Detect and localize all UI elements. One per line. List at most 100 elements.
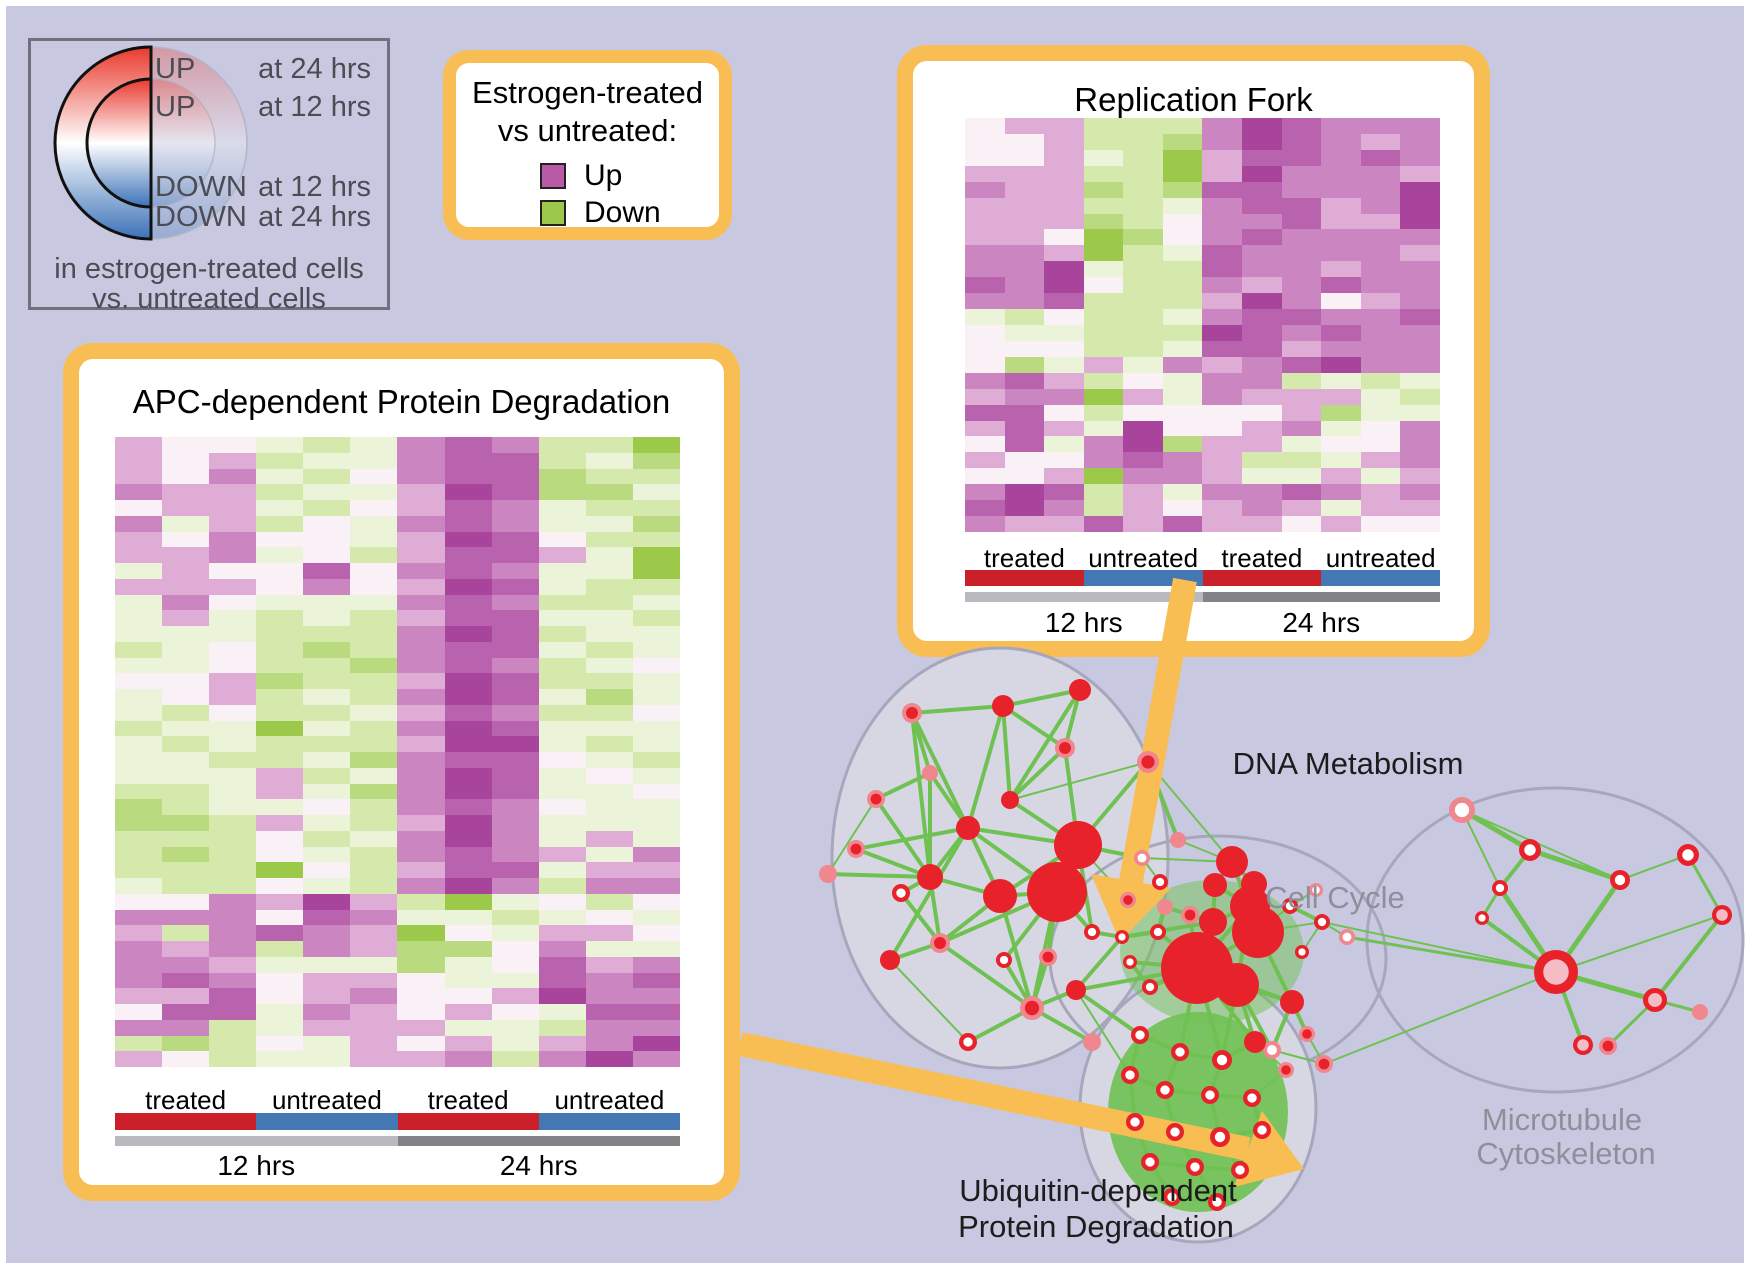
- heatmap-cell: [538, 594, 586, 611]
- heatmap-cell: [965, 309, 1005, 325]
- heatmap-cell: [1123, 118, 1163, 134]
- heatmap-cell: [350, 515, 398, 532]
- heatmap-cell: [491, 689, 539, 705]
- apc-time-labels: 12 hrs 24 hrs: [115, 1150, 680, 1182]
- heatmap-cell: [256, 1019, 304, 1036]
- heatmap-cell: [1044, 324, 1084, 341]
- heatmap-cell: [1202, 340, 1243, 357]
- heatmap-cell: [1321, 404, 1361, 421]
- heatmap-cell: [1281, 245, 1322, 262]
- heatmap-cell: [303, 752, 351, 768]
- heatmap-cell: [256, 673, 304, 689]
- heatmap-cell: [1123, 277, 1163, 294]
- heatmap-cell: [1004, 468, 1045, 485]
- heatmap-cell: [1360, 118, 1401, 134]
- heatmap-cell: [397, 799, 445, 815]
- heatmap-cell: [585, 846, 633, 863]
- heatmap-cell: [538, 783, 586, 800]
- heatmap-cell: [162, 736, 210, 752]
- updown-legend-box: Estrogen-treated vs untreated: Up Down: [443, 50, 732, 240]
- heatmap-cell: [491, 956, 539, 973]
- heatmap-cell: [162, 925, 210, 941]
- heatmap-cell: [115, 610, 163, 626]
- heatmap-cell: [1400, 261, 1440, 278]
- heatmap-cell: [209, 941, 257, 957]
- apc-time-bar: [115, 1136, 680, 1146]
- heatmap-cell: [209, 563, 257, 579]
- heatmap-cell: [1004, 277, 1045, 294]
- heatmap-cell: [115, 736, 163, 752]
- heatmap-cell: [1321, 118, 1361, 134]
- time-label-24hrs: 24 hrs: [499, 1150, 578, 1181]
- heatmap-cell: [350, 878, 398, 894]
- heatmap-cell: [397, 594, 445, 611]
- heatmap-cell: [1321, 293, 1361, 310]
- heatmap-cell: [397, 720, 445, 737]
- group-label-untreated-2: untreated: [554, 1085, 665, 1115]
- heatmap-cell: [538, 515, 586, 532]
- group-label-untreated-1: untreated: [271, 1085, 382, 1115]
- heatmap-cell: [1281, 372, 1322, 389]
- heatmap-cell: [1321, 149, 1361, 166]
- heatmap-cell: [1400, 436, 1440, 453]
- heatmap-cell: [632, 610, 680, 626]
- heatmap-cell: [632, 547, 680, 563]
- heatmap-cell: [397, 578, 445, 595]
- heatmap-cell: [965, 197, 1005, 214]
- heatmap-cell: [115, 956, 163, 973]
- heatmap-cell: [1202, 516, 1243, 532]
- heatmap-cell: [585, 1004, 633, 1020]
- heatmap-cell: [1123, 245, 1163, 262]
- treatment-bar-segment: [397, 1113, 539, 1130]
- heatmap-cell: [162, 893, 210, 910]
- heatmap-cell: [350, 956, 398, 973]
- heatmap-cell: [350, 988, 398, 1004]
- heatmap-cell: [632, 862, 680, 878]
- heatmap-cell: [1242, 500, 1282, 517]
- heatmap-cell: [1083, 213, 1124, 230]
- heatmap-cell: [256, 846, 304, 863]
- heatmap-cell: [303, 500, 351, 516]
- heatmap-cell: [965, 277, 1005, 294]
- heatmap-cell: [350, 484, 398, 500]
- heatmap-cell: [444, 815, 492, 831]
- heatmap-cell: [538, 1035, 586, 1052]
- heatmap-cell: [256, 610, 304, 626]
- heatmap-cell: [1162, 356, 1203, 373]
- heatmap-cell: [209, 862, 257, 878]
- time-label-24hrs: 24 hrs: [1282, 607, 1361, 638]
- heatmap-cell: [491, 1019, 539, 1036]
- heatmap-cell: [1123, 468, 1163, 485]
- heatmap-cell: [444, 468, 492, 485]
- heatmap-cell: [1004, 372, 1045, 389]
- heatmap-cell: [256, 988, 304, 1004]
- heatmap-cell: [632, 925, 680, 941]
- heatmap-cell: [303, 925, 351, 941]
- heatmap-cell: [538, 799, 586, 815]
- heatmap-cell: [491, 578, 539, 595]
- heatmap-cell: [115, 941, 163, 957]
- heatmap-cell: [585, 578, 633, 595]
- heatmap-cell: [632, 1035, 680, 1052]
- heatmap-cell: [209, 878, 257, 894]
- heatmap-cell: [397, 704, 445, 721]
- heatmap-cell: [1162, 388, 1203, 405]
- heatmap-cell: [632, 815, 680, 831]
- heatmap-cell: [1400, 372, 1440, 389]
- heatmap-cell: [350, 531, 398, 548]
- heatmap-cell: [1400, 149, 1440, 166]
- heatmap-cell: [1281, 213, 1322, 230]
- heatmap-cell: [115, 799, 163, 815]
- heatmap-cell: [115, 925, 163, 941]
- heatmap-cell: [209, 752, 257, 768]
- heatmap-cell: [1083, 388, 1124, 405]
- heatmap-cell: [1242, 293, 1282, 310]
- heatmap-cell: [1162, 133, 1203, 150]
- heatmap-cell: [1202, 404, 1243, 421]
- heatmap-cell: [115, 547, 163, 563]
- heatmap-cell: [162, 704, 210, 721]
- group-label-treated-1: treated: [145, 1085, 227, 1115]
- heatmap-cell: [162, 909, 210, 926]
- heatmap-cell: [350, 846, 398, 863]
- heatmap-cell: [256, 1051, 304, 1067]
